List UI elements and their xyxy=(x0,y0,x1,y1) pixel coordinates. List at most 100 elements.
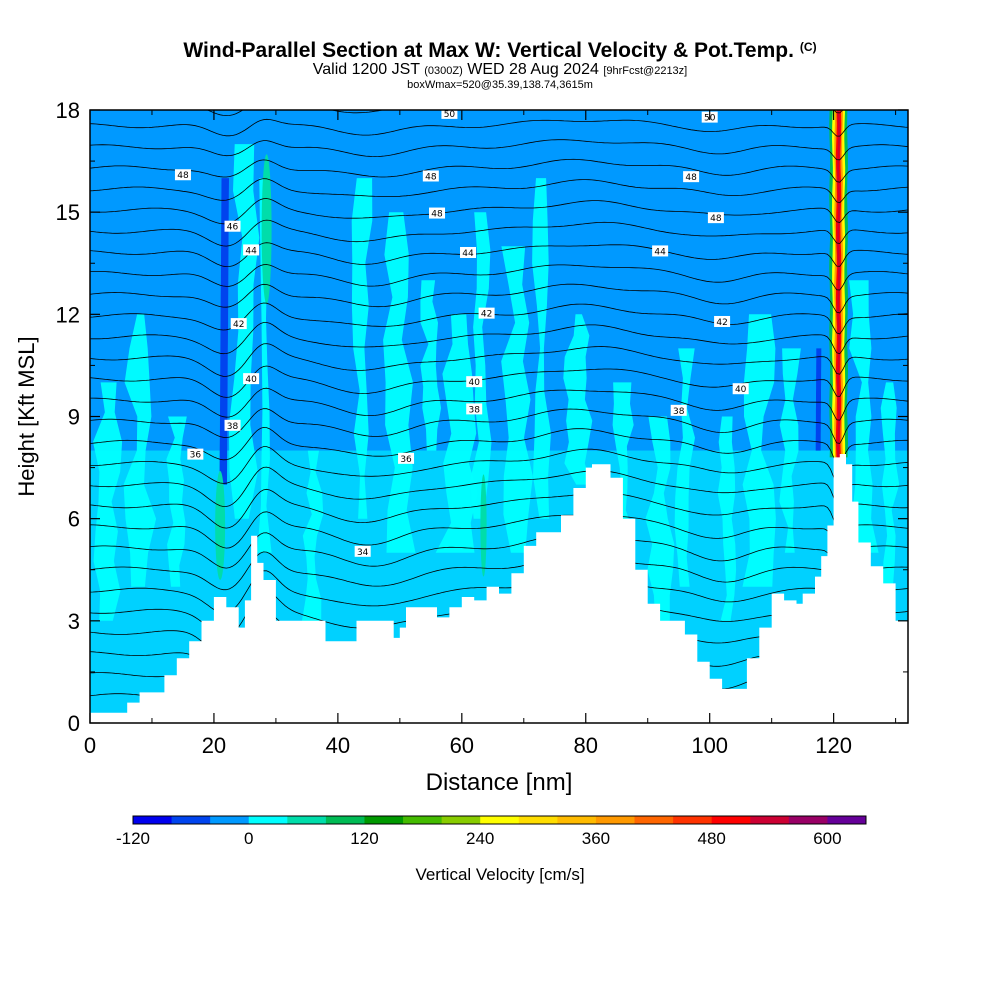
contour-label-text: 48 xyxy=(177,171,189,181)
theta-contour-line xyxy=(90,178,908,204)
y-tick-label: 18 xyxy=(56,98,80,123)
contour-label-text: 48 xyxy=(431,210,443,220)
theta-contour-line xyxy=(90,343,908,377)
contour-label: 44 xyxy=(243,244,260,256)
contour-label: 44 xyxy=(652,245,669,257)
contour-label-bg xyxy=(714,315,731,327)
theta-contour-line xyxy=(90,511,908,551)
colorbar-segment xyxy=(210,816,250,824)
colorbar-segment xyxy=(364,816,404,824)
moderate-updraft-patch xyxy=(261,154,272,305)
contour-label-bg xyxy=(429,207,446,219)
contour-label-bg xyxy=(441,110,458,119)
contour-label-bg xyxy=(354,545,371,557)
y-tick-label: 9 xyxy=(68,405,80,430)
theta-contour-line xyxy=(90,283,908,314)
contour-label: 38 xyxy=(466,403,483,415)
contour-label: 44 xyxy=(460,246,477,259)
theta-contour-line xyxy=(90,242,908,268)
chart-titles: Wind-Parallel Section at Max W: Vertical… xyxy=(0,36,1000,92)
contour-label: 38 xyxy=(224,419,241,432)
colorbar-tick-label: 240 xyxy=(466,829,494,848)
contour-label-text: 48 xyxy=(710,214,722,224)
theta-contour-line xyxy=(90,551,908,597)
x-tick-label: 80 xyxy=(574,733,598,758)
contour-label-text: 38 xyxy=(468,405,480,415)
contour-label-bg xyxy=(230,318,247,330)
contour-label-bg xyxy=(466,376,483,388)
weak-updraft-streak xyxy=(351,178,373,519)
theta-contour-line xyxy=(90,158,908,183)
theta-contour-line xyxy=(90,365,908,398)
theta-contour-line xyxy=(90,387,908,421)
colorbar-segment xyxy=(557,816,597,824)
box-info: boxWmax=520@35.39,138.74,3615m xyxy=(407,79,593,91)
colorbar: -120 0 120 240 360 480 600 Vertical Velocity [c… xyxy=(116,815,867,884)
contour-label: 40 xyxy=(243,373,260,385)
theta-contour-line xyxy=(90,426,908,466)
contour-label: 42 xyxy=(230,318,247,330)
x-tick-label: 40 xyxy=(326,733,350,758)
theta-contour-line xyxy=(90,302,908,335)
downdraft-band xyxy=(815,348,822,451)
moderate-updraft-patch xyxy=(215,470,226,580)
contour-label-text: 40 xyxy=(245,375,257,385)
moderate-updraft-patch xyxy=(480,474,487,577)
theta-contour-line xyxy=(206,110,844,117)
y-tick-label: 15 xyxy=(56,200,80,225)
x-axis-label: Distance [nm] xyxy=(426,769,573,796)
contour-label-bg xyxy=(652,245,669,257)
copyright-mark: (C) xyxy=(799,40,817,54)
contour-label-bg xyxy=(460,246,477,258)
valid-time: Valid 1200 JST (0300Z) WED 28 Aug 2024 [… xyxy=(0,62,1000,79)
contour-label: 36 xyxy=(187,448,204,461)
colorbar-segment xyxy=(827,816,867,824)
contour-label: 48 xyxy=(707,212,724,224)
colorbar-tick-label: 120 xyxy=(350,829,378,848)
x-tick-label: 60 xyxy=(450,733,474,758)
chart-title: Wind-Parallel Section at Max W: Vertical… xyxy=(0,36,1000,62)
x-tick-label: 100 xyxy=(691,733,728,758)
colorbar-segment xyxy=(634,816,674,824)
contour-label-text: 40 xyxy=(735,385,747,395)
contour-label-bg xyxy=(466,403,483,415)
theta-contour-line xyxy=(90,466,908,507)
colorbar-tick-label: 0 xyxy=(244,829,253,848)
theta-contour-line xyxy=(90,139,908,161)
colorbar-segment xyxy=(480,816,520,824)
y-axis-label: Height [Kft MSL] xyxy=(14,336,39,496)
contour-label: 40 xyxy=(732,383,749,395)
contour-label: 48 xyxy=(683,171,700,183)
colorbar-tick-label: -120 xyxy=(116,829,150,848)
colorbar-segment xyxy=(788,816,828,824)
colorbar-segment xyxy=(325,816,365,824)
colorbar-segment xyxy=(673,816,713,824)
contour-label-bg xyxy=(398,452,415,464)
y-tick-label: 0 xyxy=(68,711,80,736)
y-tick-label: 3 xyxy=(68,609,80,634)
contour-label: 48 xyxy=(429,207,446,220)
x-tick-label: 20 xyxy=(202,733,226,758)
contour-label-text: 48 xyxy=(685,173,697,183)
contour-label: 48 xyxy=(422,170,439,182)
updraft-core-layer xyxy=(837,110,840,458)
downdraft-band xyxy=(219,178,229,485)
contour-label-text: 42 xyxy=(716,318,727,328)
theta-contour-line xyxy=(90,488,908,529)
colorbar-segment xyxy=(403,816,443,824)
colorbar-segment xyxy=(248,816,288,824)
weak-updraft-streak xyxy=(563,314,593,485)
theta-contour-line xyxy=(90,219,908,247)
chart-title-text: Wind-Parallel Section at Max W: Vertical… xyxy=(183,39,794,62)
valid-date: WED 28 Aug 2024 xyxy=(467,61,599,78)
valid-prefix: Valid 1200 JST xyxy=(312,61,420,78)
contour-label-text: 44 xyxy=(654,247,666,257)
y-tick-label: 6 xyxy=(68,507,80,532)
contour-label-text: 44 xyxy=(245,246,257,256)
contour-label: 46 xyxy=(224,220,241,233)
colorbar-segment xyxy=(595,816,636,824)
colorbar-segment xyxy=(171,816,211,824)
